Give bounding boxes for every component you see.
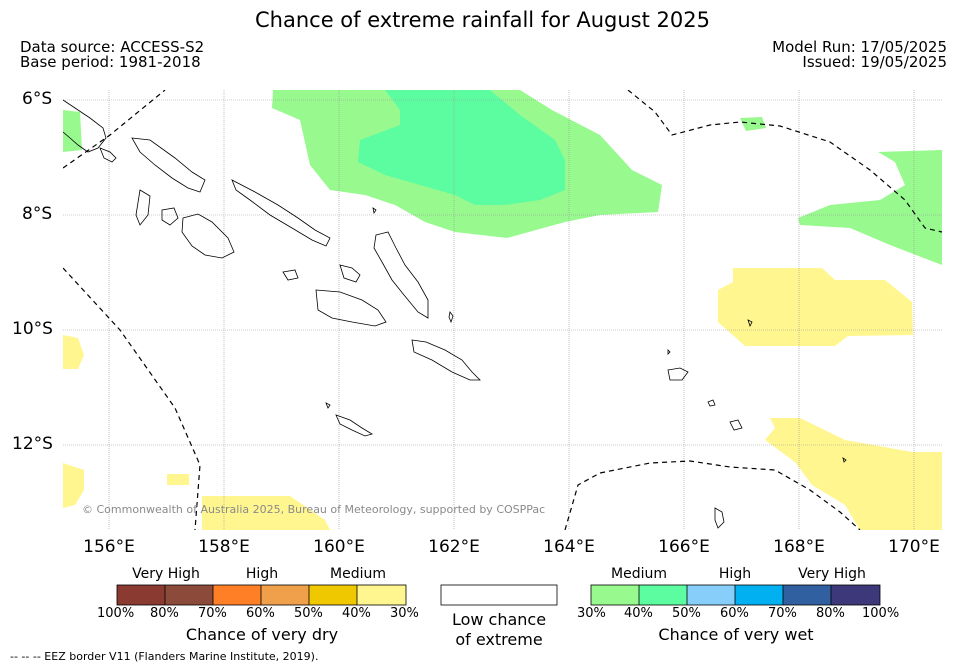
- lat-label-6s: 6°S: [22, 89, 53, 109]
- lon-label-162e: 162°E: [428, 537, 480, 557]
- dry-tick-30: 30%: [390, 606, 419, 621]
- lat-label-8s: 8°S: [22, 204, 53, 224]
- coastlines: [63, 99, 847, 529]
- dry-head-medium: Medium: [330, 566, 386, 582]
- wet-medium-region-east: [798, 150, 942, 265]
- dry-swatch-3: [213, 585, 261, 605]
- neutral-title-line2: of extreme: [455, 630, 543, 649]
- dry-medium-region-south: [202, 496, 330, 530]
- wet-swatch-1: [591, 585, 639, 605]
- dry-swatch-1: [117, 585, 165, 605]
- dry-tick-60: 60%: [246, 606, 275, 621]
- wet-colorbar: [590, 584, 881, 606]
- dry-head-high: High: [245, 566, 279, 582]
- dry-tick-70: 70%: [198, 606, 227, 621]
- wet-head-high: High: [718, 566, 752, 582]
- dry-swatch-4: [261, 585, 309, 605]
- wet-tick-80: 80%: [816, 606, 845, 621]
- wet-legend-title: Chance of very wet: [658, 625, 814, 644]
- wet-tick-30: 30%: [577, 606, 606, 621]
- wet-tick-60: 60%: [720, 606, 749, 621]
- wet-head-medium: Medium: [611, 566, 667, 582]
- wet-tick-70: 70%: [768, 606, 797, 621]
- model-run: Model Run: 17/05/2025: [772, 38, 947, 56]
- dry-tick-40: 40%: [342, 606, 371, 621]
- lon-label-158e: 158°E: [198, 537, 250, 557]
- lon-label-170e: 170°E: [888, 537, 940, 557]
- lon-label-160e: 160°E: [313, 537, 365, 557]
- eez-footnote: -- -- -- EEZ border V11 (Flanders Marine…: [10, 650, 319, 663]
- wet-high-region-north: [358, 90, 565, 205]
- wet-tick-100: 100%: [862, 606, 900, 621]
- dry-medium-region-east: [718, 268, 913, 346]
- neutral-title-line1: Low chance: [451, 610, 547, 629]
- dry-head-very-high: Very High: [132, 566, 200, 582]
- dry-swatch-2: [165, 585, 213, 605]
- eez-borders: [63, 90, 942, 530]
- lon-label-156e: 156°E: [83, 537, 135, 557]
- wet-medium-region-west: [63, 110, 82, 152]
- dry-legend-title: Chance of very dry: [185, 625, 339, 644]
- issued-date: Issued: 19/05/2025: [802, 53, 947, 71]
- wet-swatch-2: [639, 585, 687, 605]
- wet-head-very-high: Very High: [798, 566, 866, 582]
- dry-tick-80: 80%: [150, 606, 179, 621]
- dry-colorbar: [116, 584, 407, 606]
- lat-label-10s: 10°S: [12, 319, 53, 339]
- lon-label-166e: 166°E: [658, 537, 710, 557]
- dry-tick-100: 100%: [97, 606, 135, 621]
- wet-tick-40: 40%: [624, 606, 653, 621]
- dry-swatch-5: [309, 585, 357, 605]
- dry-swatch-6: [357, 585, 406, 605]
- lat-label-12s: 12°S: [12, 434, 53, 454]
- wet-tick-50: 50%: [672, 606, 701, 621]
- wet-swatch-5: [783, 585, 831, 605]
- map-title: Chance of extreme rainfall for August 20…: [255, 8, 710, 32]
- dry-medium-region-west-b: [63, 463, 84, 508]
- dry-medium-region-southeast: [765, 418, 942, 530]
- wet-swatch-6: [831, 585, 880, 605]
- wet-swatch-3: [687, 585, 735, 605]
- lon-label-168e: 168°E: [773, 537, 825, 557]
- wet-medium-patch: [740, 117, 766, 131]
- dry-tick-50: 50%: [294, 606, 323, 621]
- graticule: [63, 90, 942, 530]
- copyright-notice: © Commonwealth of Australia 2025, Bureau…: [82, 503, 546, 516]
- wet-swatch-4: [735, 585, 783, 605]
- dry-medium-region-west-a: [63, 335, 84, 369]
- dry-medium-patch: [167, 474, 189, 485]
- neutral-swatch: [440, 584, 558, 606]
- base-period: Base period: 1981-2018: [20, 53, 201, 71]
- data-source: Data source: ACCESS-S2: [20, 38, 205, 56]
- lon-label-164e: 164°E: [543, 537, 595, 557]
